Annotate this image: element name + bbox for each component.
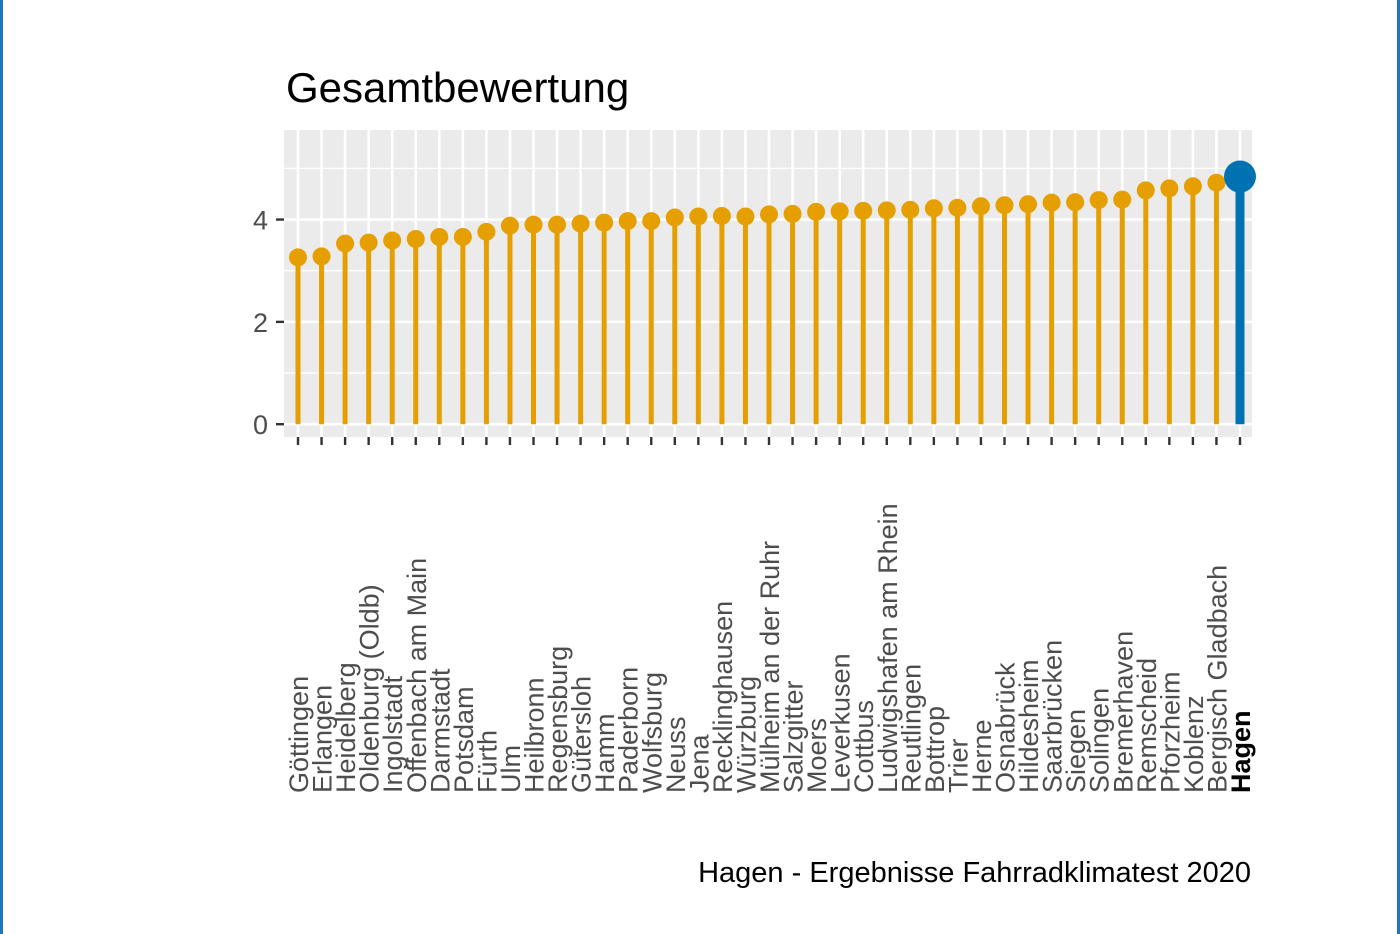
x-tick-label: Pforzheim [1155,671,1185,793]
lollipop-point [948,198,967,217]
x-tick-label: Wolfsburg [637,672,667,793]
lollipop-point [595,213,614,232]
x-tick-label: Recklinghausen [708,601,738,793]
x-tick-label: Osnabrück [991,662,1021,793]
lollipop-point [712,206,731,225]
x-tick-label: Fürth [472,730,502,793]
lollipop-point [901,200,920,219]
x-tick-label: Salzgitter [779,680,809,793]
lollipop-chart: 0 2 4 GöttingenErlangenHeidelbergOldenburg… [253,64,1256,889]
x-tick-label: Bergisch Gladbach [1202,565,1232,793]
x-tick-label: Moers [802,718,832,793]
lollipop-point [406,229,425,248]
x-tick-label: Offenbach am Main [402,558,432,793]
chart-caption: Hagen - Ergebnisse Fahrradklimatest 2020 [698,857,1251,889]
lollipop-point [1183,177,1202,196]
lollipop-point [665,208,684,227]
x-tick-label: Göttingen [284,676,314,793]
x-tick-label: Saarbrücken [1038,640,1068,793]
x-tick-label: Hildesheim [1014,659,1044,793]
x-tick-label: Mülheim an der Ruhr [755,541,785,793]
lollipop-point [1207,173,1226,192]
x-tick-label: Würzburg [731,676,761,793]
lollipop-point [359,233,378,252]
lollipop-point [1066,193,1085,212]
x-tick-label: Hamm [590,714,620,794]
lollipop-point [1019,195,1038,214]
lollipop-point [1042,193,1061,212]
lollipop-point [571,214,590,233]
lollipop-point [500,216,519,235]
x-tick-label: Potsdam [449,686,479,793]
x-tick-label: Ulm [496,745,526,793]
x-tick-label: Cottbus [849,700,879,793]
lollipop-point [1160,179,1179,198]
lollipop-point [854,201,873,220]
lollipop-point [877,201,896,220]
x-tick-label: Reutlingen [896,664,926,793]
lollipop-point [524,215,543,234]
x-tick-label: Oldenburg (Oldb) [355,584,385,793]
lollipop-point [830,202,849,221]
chart-title: Gesamtbewertung [286,64,629,111]
y-tick-label: 0 [253,410,268,440]
x-tick-label: Leverkusen [826,653,856,793]
lollipop-stems [295,176,1245,425]
x-tick-label: Regensburg [543,646,573,793]
x-tick-label: Trier [943,739,973,794]
x-tick-label: Gütersloh [567,676,597,793]
lollipop-point [642,212,661,231]
x-tick-label: Koblenz [1179,695,1209,793]
x-tick-label: Bottrop [920,706,950,793]
lollipop-point [995,196,1014,215]
lollipop-point [783,204,802,223]
lollipop-point [971,197,990,216]
lollipop-point [1089,191,1108,210]
lollipop-point [430,227,449,246]
x-tick-label: Bremerhaven [1108,631,1138,793]
lollipop-point [312,247,331,266]
x-tick-label: Heidelberg [331,662,361,793]
x-tick-label: Siegen [1061,709,1091,793]
lollipop-point [453,227,472,246]
x-tick-label: Hagen [1226,710,1256,793]
x-tick-label: Ingolstadt [378,675,408,793]
lollipop-point [1113,190,1132,209]
x-tick-label: Remscheid [1132,658,1162,793]
x-tick-label: Neuss [661,716,691,793]
y-tick-label: 2 [253,308,268,338]
lollipop-point [760,205,778,224]
x-tick-label: Paderborn [614,667,644,793]
lollipop-point [1136,181,1155,200]
y-axis: 0 2 4 [253,206,284,440]
lollipop-point [618,212,637,231]
x-tick-label: Ludwigshafen am Rhein [873,503,903,793]
x-tick-label: Herne [967,719,997,793]
x-tick-label: Solingen [1085,688,1115,793]
x-tick-label: Jena [684,733,714,793]
y-tick-label: 4 [253,206,268,236]
lollipop-point [689,207,708,226]
lollipop-point [336,234,355,253]
lollipop-point [289,248,307,267]
lollipop-point [383,231,402,250]
lollipop-point [548,215,567,234]
lollipop-points [289,160,1256,267]
lollipop-point [924,199,943,218]
x-tick-label: Heilbronn [520,677,550,793]
lollipop-point [736,207,755,226]
lollipop-point [807,202,826,221]
x-tick-label: Darmstadt [425,668,455,793]
lollipop-point [477,222,496,241]
lollipop-point [1224,160,1256,193]
x-tick-label: Erlangen [308,685,338,793]
